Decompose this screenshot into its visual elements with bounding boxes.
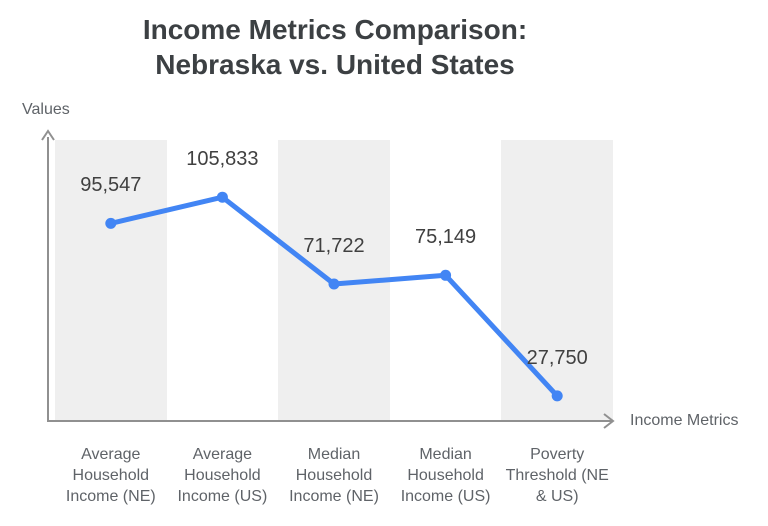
chart-title-line2: Nebraska vs. United States: [155, 49, 515, 80]
series-line: [108, 194, 560, 399]
column-band: [55, 140, 167, 420]
y-axis: [41, 129, 55, 421]
data-point-label: 75,149: [415, 226, 477, 249]
data-point-marker: [551, 390, 563, 402]
y-axis-title: Values: [22, 101, 70, 118]
chart-title-line1: Income Metrics Comparison:: [142, 14, 528, 45]
data-point-label: 95,547: [80, 174, 142, 197]
data-point-marker: [105, 217, 117, 229]
x-axis-arrow-icon: [603, 413, 615, 429]
data-point-marker: [328, 278, 340, 290]
data-point-marker: [216, 191, 228, 203]
x-axis-title: Income Metrics: [630, 412, 739, 429]
data-point-label: 71,722: [303, 235, 365, 257]
data-point-marker: [440, 269, 452, 281]
category-label: Median Household Income (US): [400, 446, 491, 505]
data-point-label: 27,750: [526, 346, 588, 369]
category-label: Average Household Income (US): [177, 446, 268, 505]
category-label: Poverty Threshold (NE & US): [505, 446, 609, 505]
chart-title: Income Metrics Comparison: Nebraska vs. …: [0, 12, 670, 82]
x-axis: [47, 413, 615, 429]
category-label: Average Household Income (NE): [65, 446, 156, 505]
data-point-label: 105,833: [186, 148, 259, 171]
column-band: [501, 140, 613, 420]
data-series: [105, 191, 563, 402]
category-label: Median Household Income (NE): [289, 446, 379, 505]
y-axis-arrow-icon: [41, 129, 55, 141]
